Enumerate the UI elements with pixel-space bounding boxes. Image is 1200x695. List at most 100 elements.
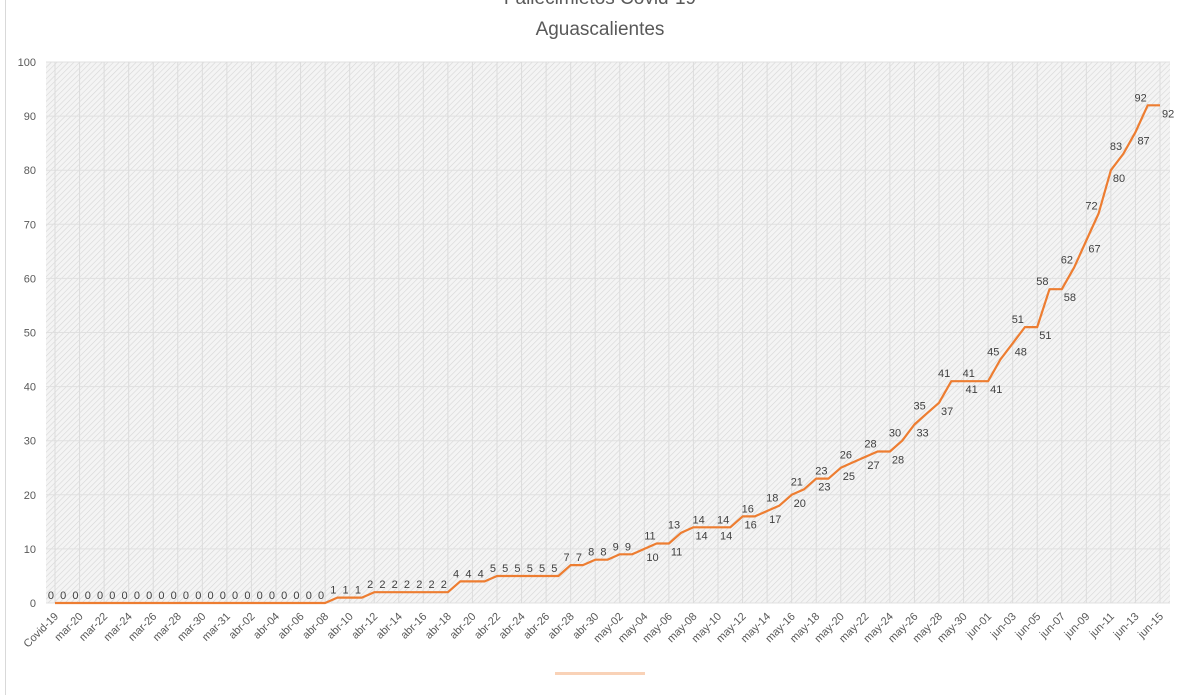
data-label: 41 — [966, 384, 978, 396]
data-label: 8 — [588, 547, 594, 559]
data-label: 14 — [692, 514, 704, 526]
y-tick-label: 60 — [24, 273, 36, 285]
data-label: 11 — [644, 530, 655, 542]
x-tick-label: abr-26 — [521, 611, 552, 642]
data-label: 0 — [318, 590, 324, 602]
data-label: 0 — [109, 590, 115, 602]
data-label: 0 — [158, 590, 164, 602]
y-tick-label: 20 — [24, 490, 36, 502]
data-label: 0 — [306, 590, 312, 602]
y-tick-label: 10 — [24, 544, 36, 556]
data-label: 0 — [85, 590, 91, 602]
data-label: 8 — [600, 547, 606, 559]
data-label: 0 — [72, 590, 78, 602]
data-label: 80 — [1113, 173, 1125, 185]
x-tick-label: jun-05 — [1013, 611, 1044, 642]
x-tick-label: jun-09 — [1062, 611, 1093, 642]
data-label: 0 — [220, 590, 226, 602]
y-tick-label: 0 — [30, 598, 36, 610]
data-label: 0 — [281, 590, 287, 602]
data-label: 41 — [990, 384, 1002, 396]
x-tick-label: jun-13 — [1111, 611, 1142, 642]
data-label: 26 — [840, 449, 852, 461]
data-label: 11 — [671, 546, 682, 558]
data-label: 25 — [843, 471, 855, 483]
x-tick-label: abr-12 — [349, 611, 380, 642]
data-label: 2 — [428, 579, 434, 591]
data-label: 2 — [392, 579, 398, 591]
data-label: 9 — [625, 541, 631, 553]
y-tick-label: 80 — [24, 165, 36, 177]
data-label: 10 — [646, 552, 658, 564]
data-label: 7 — [564, 552, 570, 564]
chart-subtitle: Aguascalientes — [535, 19, 665, 40]
y-tick-label: 40 — [24, 382, 36, 394]
data-label: 28 — [892, 455, 904, 467]
x-tick-label: jun-03 — [988, 611, 1019, 642]
data-label: 23 — [818, 482, 830, 494]
data-label: 35 — [913, 401, 925, 413]
data-label: 51 — [1012, 314, 1024, 326]
x-tick-label: abr-10 — [325, 611, 356, 642]
data-label: 20 — [794, 498, 806, 510]
data-label: 2 — [367, 579, 373, 591]
data-label: 0 — [244, 590, 250, 602]
y-tick-label: 100 — [18, 57, 36, 69]
data-label: 0 — [122, 590, 128, 602]
legend-swatch — [555, 672, 645, 675]
data-label: 72 — [1085, 200, 1097, 212]
data-label: 4 — [465, 568, 471, 580]
data-label: 67 — [1088, 244, 1100, 256]
data-label: 0 — [97, 590, 103, 602]
data-label: 33 — [916, 427, 928, 439]
data-label: 0 — [60, 590, 66, 602]
data-label: 83 — [1110, 141, 1122, 153]
data-label: 0 — [134, 590, 140, 602]
x-tick-label: abr-28 — [546, 611, 577, 642]
data-label: 0 — [146, 590, 152, 602]
data-label: 27 — [867, 460, 879, 472]
x-tick-label: abr-04 — [251, 611, 282, 642]
data-label: 21 — [791, 476, 803, 488]
data-label: 2 — [404, 579, 410, 591]
data-label: 87 — [1137, 135, 1149, 147]
x-tick-label: abr-06 — [276, 611, 307, 642]
x-tick-label: abr-14 — [374, 611, 405, 642]
x-tick-label: abr-20 — [448, 611, 479, 642]
data-label: 51 — [1039, 330, 1051, 342]
chart-title: Fallecimietos Covid-19 — [0, 0, 1200, 10]
data-label: 2 — [416, 579, 422, 591]
x-tick-label: Covid-19 — [22, 611, 62, 651]
data-label: 4 — [453, 568, 459, 580]
data-label: 7 — [576, 552, 582, 564]
x-tick-label: abr-16 — [398, 611, 429, 642]
data-label: 18 — [766, 493, 778, 505]
data-label: 0 — [48, 590, 54, 602]
data-label: 0 — [257, 590, 263, 602]
data-label: 0 — [183, 590, 189, 602]
data-label: 1 — [355, 585, 361, 597]
data-label: 0 — [171, 590, 177, 602]
data-label: 92 — [1162, 108, 1174, 120]
x-tick-label: jun-07 — [1037, 611, 1068, 642]
x-tick-label: abr-22 — [472, 611, 503, 642]
data-label: 28 — [864, 439, 876, 451]
data-label: 5 — [539, 563, 545, 575]
data-label: 45 — [987, 347, 999, 359]
data-label: 0 — [232, 590, 238, 602]
data-label: 1 — [330, 585, 336, 597]
data-label: 5 — [490, 563, 496, 575]
series-line — [55, 104, 1160, 605]
data-label: 58 — [1064, 292, 1076, 304]
data-label: 1 — [343, 585, 349, 597]
data-label: 48 — [1015, 346, 1027, 358]
y-tick-label: 70 — [24, 219, 36, 231]
data-label: 17 — [769, 514, 781, 526]
data-label: 14 — [717, 514, 729, 526]
x-tick-label: jun-15 — [1135, 611, 1166, 642]
data-label: 5 — [551, 563, 557, 575]
data-label: 16 — [745, 519, 757, 531]
data-label: 9 — [613, 541, 619, 553]
data-label: 5 — [502, 563, 508, 575]
